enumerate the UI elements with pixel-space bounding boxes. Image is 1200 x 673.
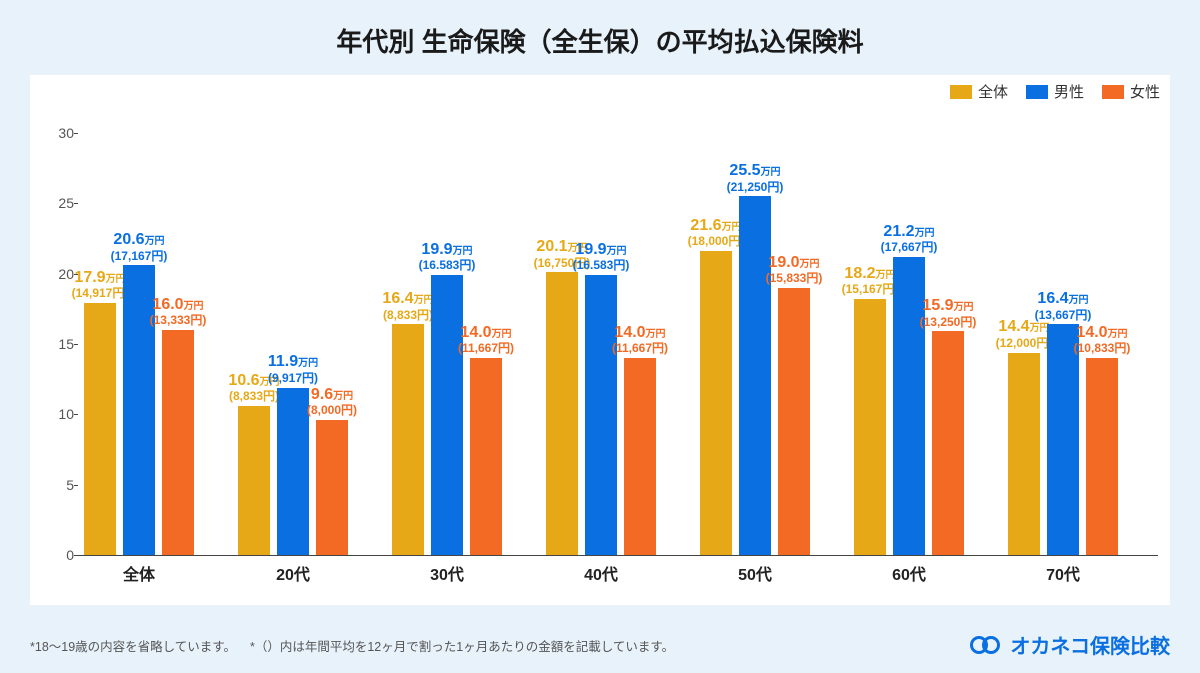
bar-all — [546, 272, 578, 555]
bar-all — [392, 324, 424, 555]
bar-female — [1086, 358, 1118, 555]
x-category-label: 60代 — [892, 561, 926, 585]
bar-male — [1047, 324, 1079, 555]
bar-value-label: 19.9万円(16.583円) — [387, 241, 507, 273]
chart-title: 年代別 生命保険（全生保）の平均払込保険料 — [0, 0, 1200, 59]
y-tick-label: 15 — [44, 336, 74, 352]
bar-female — [624, 358, 656, 555]
swatch-male — [1026, 85, 1048, 99]
legend-female-label: 女性 — [1130, 81, 1160, 102]
bar-value-label: 25.5万円(21,250円) — [695, 162, 815, 194]
bar-value-label: 16.4万円(13,667円) — [1003, 290, 1123, 322]
legend: 全体 男性 女性 — [950, 81, 1160, 102]
y-tick-label: 30 — [44, 125, 74, 141]
chart-card: 全体 男性 女性 051015202530全体17.9万円(14,917円)20… — [30, 75, 1170, 605]
swatch-female — [1102, 85, 1124, 99]
bar-value-label: 9.6万円(8,000円) — [272, 386, 392, 418]
x-category-label: 全体 — [123, 561, 155, 585]
bar-value-label: 11.9万円(9,917円) — [233, 353, 353, 385]
bar-value-label: 20.6万円(17,167円) — [79, 231, 199, 263]
bar-value-label: 19.9万円(16.583円) — [541, 241, 661, 273]
brand-logo: オカネコ保険比較 — [970, 630, 1170, 659]
y-tick-label: 0 — [44, 547, 74, 563]
legend-all-label: 全体 — [978, 81, 1008, 102]
bar-value-label: 14.0万円(10,833円) — [1042, 324, 1162, 356]
bar-all — [854, 299, 886, 555]
x-category-label: 20代 — [276, 561, 310, 585]
y-tick-label: 10 — [44, 406, 74, 422]
legend-male: 男性 — [1026, 81, 1084, 102]
brand-name: オカネコ保険比較 — [1010, 630, 1170, 659]
footnote-1: *18〜19歳の内容を省略しています。 — [30, 640, 236, 654]
bar-value-label: 14.0万円(11,667円) — [426, 324, 546, 356]
bar-value-label: 16.0万円(13,333円) — [118, 296, 238, 328]
y-tick-label: 25 — [44, 195, 74, 211]
footnotes: *18〜19歳の内容を省略しています。 *（）内は年間平均を12ヶ月で割った1ヶ… — [30, 636, 674, 655]
bar-female — [470, 358, 502, 555]
x-category-label: 70代 — [1046, 561, 1080, 585]
plot-area: 051015202530全体17.9万円(14,917円)20.6万円(17,1… — [78, 105, 1158, 555]
footnote-2: *（）内は年間平均を12ヶ月で割った1ヶ月あたりの金額を記載しています。 — [250, 640, 674, 654]
legend-all: 全体 — [950, 81, 1008, 102]
bar-all — [84, 303, 116, 555]
bar-all — [238, 406, 270, 555]
legend-male-label: 男性 — [1054, 81, 1084, 102]
legend-female: 女性 — [1102, 81, 1160, 102]
y-tick-label: 5 — [44, 477, 74, 493]
bar-value-label: 21.2万円(17,667円) — [849, 223, 969, 255]
infinity-icon — [970, 635, 1004, 655]
bar-male — [585, 275, 617, 555]
bar-all — [1008, 353, 1040, 556]
bar-female — [316, 420, 348, 555]
bar-female — [932, 331, 964, 555]
bar-female — [778, 288, 810, 555]
x-category-label: 40代 — [584, 561, 618, 585]
bar-all — [700, 251, 732, 555]
bar-male — [739, 196, 771, 555]
x-category-label: 50代 — [738, 561, 772, 585]
x-category-label: 30代 — [430, 561, 464, 585]
bar-value-label: 14.0万円(11,667円) — [580, 324, 700, 356]
swatch-all — [950, 85, 972, 99]
bar-female — [162, 330, 194, 555]
bar-male — [431, 275, 463, 555]
